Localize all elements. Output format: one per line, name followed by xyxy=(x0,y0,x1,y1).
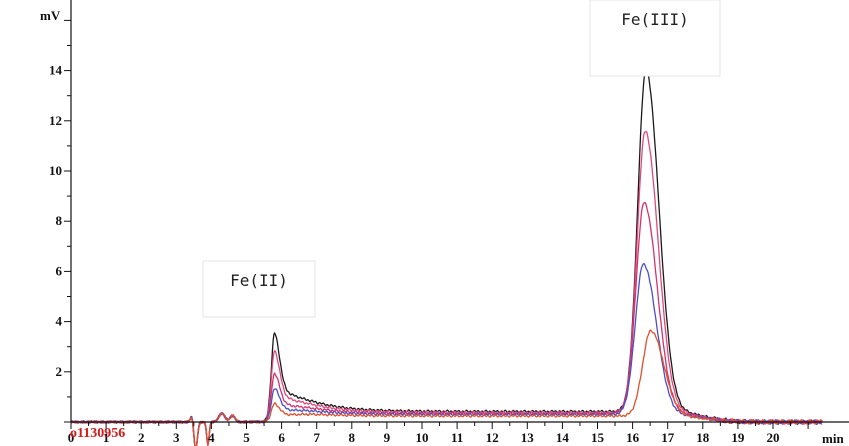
series-line-5 xyxy=(70,329,823,446)
y-tick-label: 6 xyxy=(56,263,63,278)
x-tick-label: 14 xyxy=(556,430,570,445)
x-tick-label: 6 xyxy=(278,430,285,445)
y-tick-label: 8 xyxy=(56,213,63,228)
x-tick-label: 5 xyxy=(243,430,250,445)
series-line-4 xyxy=(70,262,823,446)
x-tick-label: 10 xyxy=(416,430,429,445)
x-tick-label: 4 xyxy=(208,430,215,445)
x-tick-label: 20 xyxy=(767,430,780,445)
traces-group xyxy=(70,70,823,446)
series-line-1 xyxy=(70,70,823,446)
y-axis-unit-label: mV xyxy=(40,8,61,23)
x-tick-label: 17 xyxy=(661,430,675,445)
sample-id-label: o1130956 xyxy=(70,426,125,441)
y-tick-label: 10 xyxy=(49,163,62,178)
series-line-3 xyxy=(70,201,823,446)
y-tick-label: 2 xyxy=(56,364,63,379)
x-tick-label: 8 xyxy=(349,430,356,445)
x-tick-label: 11 xyxy=(451,430,463,445)
x-tick-label: 13 xyxy=(521,430,535,445)
annotation-box-2 xyxy=(589,0,721,77)
series-line-2 xyxy=(70,130,823,446)
x-tick-label: 1 xyxy=(103,430,110,445)
y-tick-label: 14 xyxy=(49,63,63,78)
x-tick-label: 15 xyxy=(591,430,605,445)
y-tick-label: 12 xyxy=(49,113,62,128)
x-tick-label: 0 xyxy=(68,430,75,445)
x-tick-label: 3 xyxy=(173,430,180,445)
x-axis-unit-label: min xyxy=(822,431,844,446)
x-tick-label: 16 xyxy=(626,430,640,445)
x-tick-label: 19 xyxy=(731,430,745,445)
x-tick-label: 9 xyxy=(384,430,391,445)
y-tick-label: 4 xyxy=(56,314,63,329)
annotation-label-2: Fe(III) xyxy=(621,10,688,29)
annotation-box-1 xyxy=(202,260,316,318)
annotation-label-1: Fe(II) xyxy=(230,271,288,290)
x-tick-label: 12 xyxy=(486,430,499,445)
x-tick-label: 7 xyxy=(313,430,320,445)
annotations-group: Fe(II) Fe(III) xyxy=(202,0,721,318)
x-tick-label: 2 xyxy=(138,430,145,445)
x-tick-label: 18 xyxy=(696,430,710,445)
